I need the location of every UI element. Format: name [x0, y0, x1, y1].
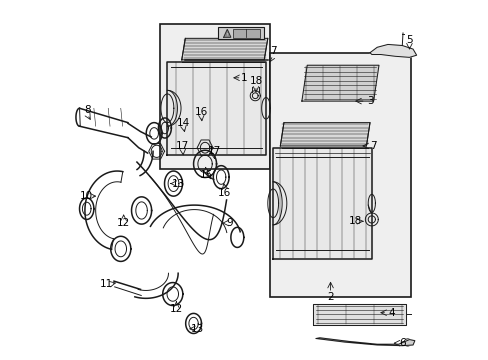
Text: 13: 13 — [191, 324, 204, 334]
Polygon shape — [369, 44, 416, 57]
Text: 7: 7 — [269, 46, 276, 56]
Text: 16: 16 — [194, 107, 208, 117]
Polygon shape — [273, 148, 371, 259]
Text: 12: 12 — [117, 218, 130, 228]
Text: 5: 5 — [406, 35, 412, 45]
Text: 18: 18 — [249, 76, 262, 86]
Text: 18: 18 — [348, 216, 362, 226]
Polygon shape — [301, 65, 378, 101]
Polygon shape — [182, 39, 267, 60]
Text: 14: 14 — [177, 118, 190, 128]
Text: 7: 7 — [369, 141, 376, 151]
Text: 13: 13 — [171, 179, 184, 189]
Text: 4: 4 — [387, 308, 394, 318]
Text: 12: 12 — [169, 304, 183, 314]
Polygon shape — [167, 62, 265, 155]
Polygon shape — [280, 123, 369, 146]
Polygon shape — [316, 338, 414, 346]
Text: 10: 10 — [79, 191, 92, 201]
Text: 1: 1 — [241, 73, 247, 83]
Text: 6: 6 — [398, 338, 405, 348]
Text: !: ! — [226, 33, 227, 37]
Polygon shape — [312, 304, 405, 325]
Text: 16: 16 — [218, 188, 231, 198]
FancyBboxPatch shape — [232, 29, 260, 38]
FancyBboxPatch shape — [218, 27, 263, 40]
FancyBboxPatch shape — [269, 53, 410, 297]
Text: 15: 15 — [199, 170, 212, 180]
Polygon shape — [223, 30, 230, 37]
Text: 8: 8 — [84, 105, 91, 115]
FancyBboxPatch shape — [160, 24, 269, 169]
Text: 9: 9 — [226, 218, 233, 228]
Text: 17: 17 — [176, 141, 189, 151]
Text: 17: 17 — [207, 146, 220, 156]
Text: 3: 3 — [366, 96, 372, 106]
Text: 11: 11 — [100, 279, 113, 289]
Text: 2: 2 — [326, 292, 333, 302]
